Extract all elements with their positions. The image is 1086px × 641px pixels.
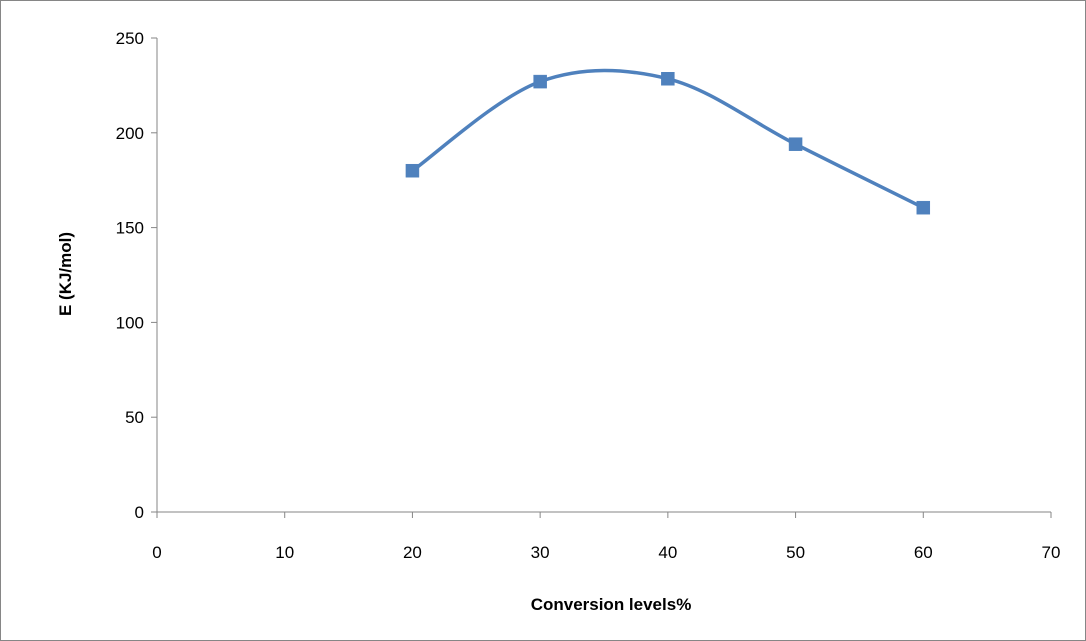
y-axis-title: E (KJ/mol) [56,232,75,316]
x-axis-ticks: 0 10 20 30 40 50 60 70 [152,512,1060,562]
x-tick-label: 30 [531,543,550,562]
data-point-marker [661,72,675,86]
data-point-marker [533,74,547,89]
x-tick-label: 0 [152,543,161,562]
y-tick-label: 50 [125,408,144,427]
x-tick-label: 10 [275,543,294,562]
series-line [410,68,926,210]
x-tick-label: 60 [914,543,933,562]
x-tick-label: 40 [658,543,677,562]
data-point-marker [916,200,931,215]
data-point-marker [405,163,420,178]
series-layer [405,68,931,215]
x-tick-label: 50 [786,543,805,562]
y-tick-label: 200 [116,124,144,143]
x-tick-label: 70 [1042,543,1061,562]
axes [156,38,1051,513]
data-point-marker [788,137,803,151]
y-tick-label: 250 [116,29,144,48]
x-axis-title: Conversion levels% [531,595,692,614]
y-axis-ticks: 0 50 100 150 200 250 [116,29,157,522]
x-tick-label: 20 [403,543,422,562]
y-tick-label: 150 [116,219,144,238]
y-tick-label: 100 [116,313,144,332]
y-tick-label: 0 [135,503,144,522]
